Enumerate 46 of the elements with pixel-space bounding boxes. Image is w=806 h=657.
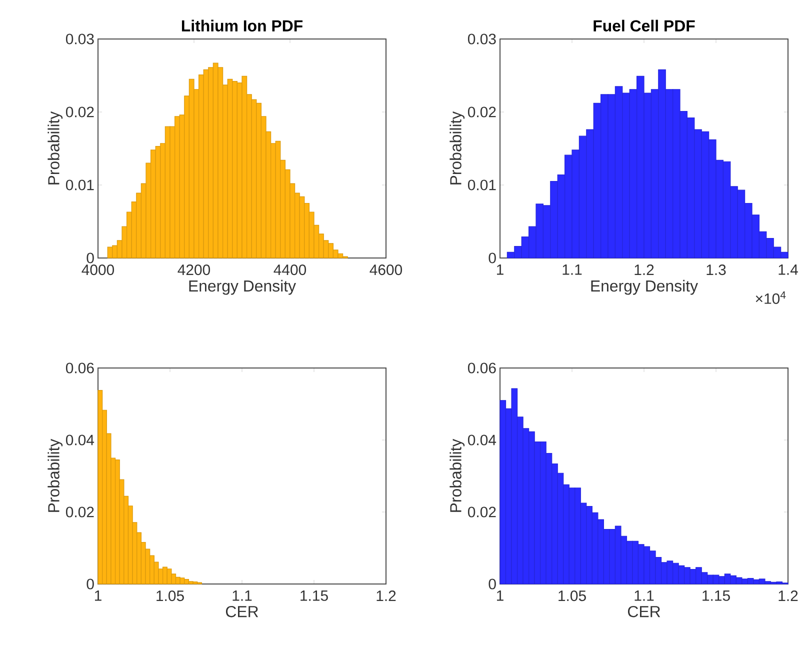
- x-tick-label: 4000: [82, 264, 114, 276]
- x-tick-label: 1.1: [232, 590, 252, 601]
- x-tick-label: 4600: [370, 264, 402, 276]
- y-tick-label: 0.02: [468, 106, 496, 118]
- x-tick-label: 1: [496, 264, 504, 275]
- y-tick-label: 0.01: [66, 180, 94, 190]
- chart-title: Lithium Ion PDF: [182, 20, 303, 32]
- y-tick-label: 0.04: [468, 434, 496, 446]
- x-axis-title: Energy Density: [189, 280, 296, 295]
- y-tick-label: 0.02: [66, 106, 94, 118]
- y-axis-title: Probability: [48, 111, 63, 184]
- x-tick-label: 1.4: [778, 264, 798, 275]
- x-tick-label: 1.05: [558, 590, 586, 602]
- chart-title: Fuel Cell PDF: [594, 20, 695, 32]
- y-tick-label: 0.02: [468, 506, 496, 518]
- y-tick-label: 0.04: [66, 434, 94, 446]
- text: ×10$^{4}$: [756, 291, 786, 304]
- x-tick-label: 1.15: [300, 590, 328, 601]
- x-tick-label: 1: [496, 590, 504, 601]
- x-tick-label: 4200: [178, 264, 210, 276]
- x-tick-label: 1.2: [634, 264, 654, 275]
- y-tick-label: 0: [86, 578, 94, 590]
- y-tick-label: 0.06: [66, 362, 94, 374]
- x-tick-label: 4400: [274, 264, 306, 276]
- x-axis-title: CER: [226, 606, 258, 618]
- y-axis-title: Probability: [48, 438, 63, 512]
- x-tick-label: 1.2: [778, 590, 798, 601]
- y-tick-label: 0: [488, 578, 496, 590]
- x-tick-label: 1: [94, 590, 102, 601]
- y-tick-label: 0.03: [66, 34, 94, 44]
- x-tick-label: 1.15: [702, 590, 730, 601]
- y-tick-label: 0: [86, 252, 94, 264]
- y-tick-label: 0: [488, 252, 496, 264]
- y-axis-title: Probability: [450, 438, 465, 512]
- x-tick-label: 1.05: [156, 590, 184, 602]
- x-tick-label: 1.1: [562, 264, 582, 275]
- x-tick-label: 1.2: [376, 590, 396, 601]
- x-tick-label: 1.1: [634, 590, 654, 601]
- y-tick-label: 0.02: [66, 506, 94, 518]
- x-axis-title: Energy Density: [591, 280, 698, 295]
- y-tick-label: 0.03: [468, 34, 496, 44]
- x-tick-label: 1.3: [706, 264, 726, 276]
- y-axis-title: Probability: [450, 111, 465, 184]
- y-tick-label: 0.01: [468, 180, 496, 190]
- x-axis-title: CER: [628, 606, 660, 618]
- y-tick-label: 0.06: [468, 362, 496, 374]
